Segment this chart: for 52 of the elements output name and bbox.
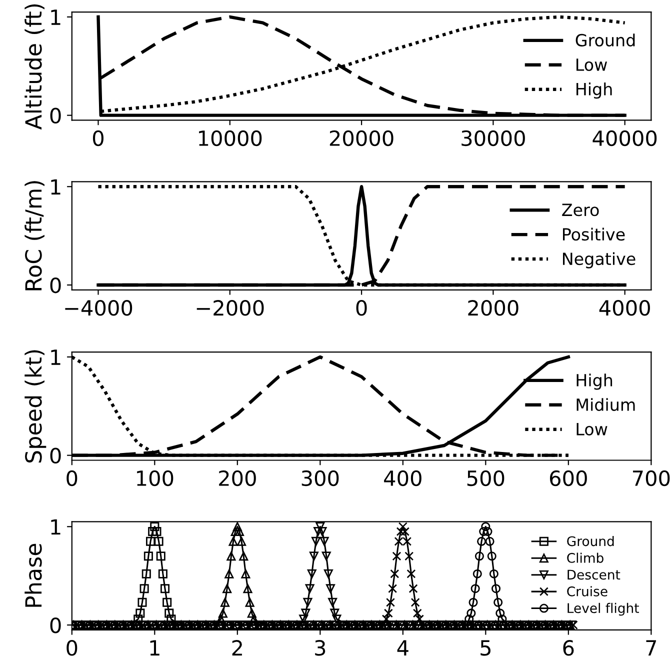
legend-label: Cruise	[567, 586, 608, 596]
y-tick-label: 1	[51, 179, 60, 195]
y-axis-title: Speed (kt)	[24, 350, 46, 463]
legend-label: Level flight	[568, 602, 639, 616]
x-tick-label: −4000	[65, 300, 132, 316]
y-tick-label: 0	[50, 448, 61, 464]
x-tick-label: 700	[632, 470, 670, 486]
x-tick-label: 2	[232, 640, 242, 656]
x-tick-label: 30000	[462, 130, 525, 146]
legend-label: High	[576, 374, 612, 390]
x-tick-label: 4000	[599, 300, 650, 316]
legend-label: Ground	[576, 34, 635, 47]
y-tick-label: 0	[50, 108, 61, 124]
legend-label: Ground	[567, 536, 614, 546]
x-tick-label: 0	[92, 130, 104, 146]
x-tick-label: 0	[356, 300, 367, 316]
x-tick-label: 7	[646, 640, 656, 656]
x-tick-label: 6	[563, 640, 574, 656]
legend-label: Positive	[563, 228, 625, 241]
y-tick-label: 1	[51, 10, 60, 25]
x-tick-label: 10000	[199, 130, 262, 146]
x-tick-label: 0	[66, 640, 78, 656]
y-axis-title: Phase	[24, 544, 42, 607]
y-tick-label: 0	[50, 617, 61, 634]
legend-label: Low	[576, 58, 607, 71]
x-tick-label: 500	[467, 470, 504, 486]
legend-label: Negative	[563, 252, 636, 268]
legend-label: Climb	[567, 552, 604, 563]
x-tick-label: 40000	[592, 130, 657, 146]
x-tick-label: 2000	[468, 300, 518, 316]
x-tick-label: 100	[137, 470, 174, 486]
x-tick-label: 0	[66, 470, 78, 486]
x-tick-label: 400	[384, 470, 422, 486]
x-tick-label: 20000	[330, 130, 394, 146]
x-tick-label: 600	[550, 470, 587, 486]
legend-label: High	[576, 82, 612, 99]
legend-label: Zero	[562, 204, 599, 216]
x-tick-label: 1	[150, 640, 160, 656]
x-tick-label: 200	[219, 470, 256, 486]
x-tick-label: 5	[480, 640, 490, 656]
y-tick-label: 1	[51, 350, 60, 365]
x-tick-label: 300	[302, 470, 339, 486]
legend-label: Midium	[576, 398, 635, 411]
legend-label: Low	[576, 423, 608, 436]
x-tick-label: −2000	[196, 300, 264, 316]
y-tick-label: 0	[50, 277, 61, 294]
y-tick-label: 1	[51, 519, 60, 535]
y-axis-title: RoC (ft/m)	[24, 181, 44, 290]
legend-label: Descent	[568, 570, 620, 580]
x-tick-label: 3	[315, 640, 326, 656]
x-tick-label: 4	[397, 640, 408, 656]
y-axis-title: Altitude (ft)	[24, 4, 44, 130]
